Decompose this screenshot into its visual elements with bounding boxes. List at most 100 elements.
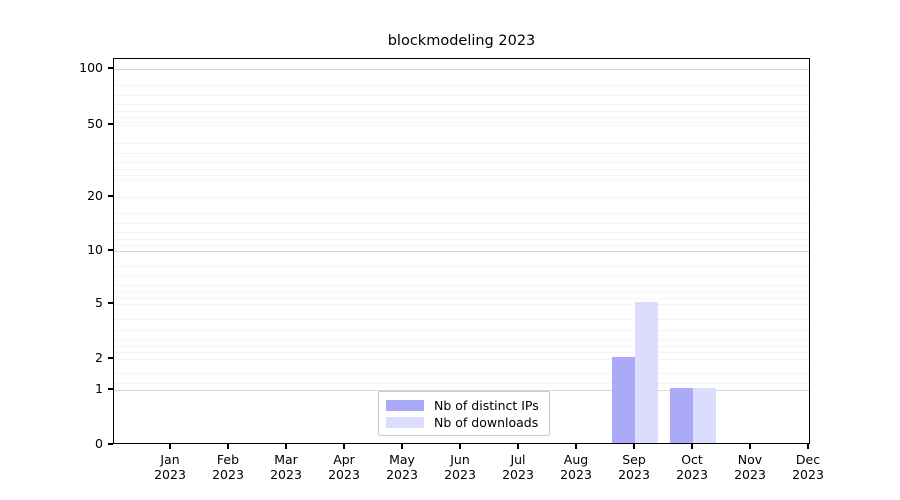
x-tick-label-month: Nov [737,452,763,467]
x-tick-label-month: Mar [274,452,298,467]
gridline-minor [114,117,809,118]
y-tick-label-50: 50 [87,116,103,131]
x-tick-label-may: May 2023 [367,452,437,482]
x-tick-label-year: 2023 [792,467,824,482]
bar-sep-2023-downloads [635,302,658,443]
y-tick-mark-20 [108,195,113,197]
y-tick-label-0: 0 [95,436,103,451]
x-tick-label-year: 2023 [270,467,302,482]
gridlines [114,59,809,443]
x-tick-label-feb: Feb 2023 [193,452,263,482]
x-tick-label-year: 2023 [560,467,592,482]
x-tick-label-year: 2023 [154,467,186,482]
legend-item-downloads: Nb of downloads [386,414,542,431]
x-tick-mark-aug [575,444,577,449]
x-tick-label-dec: Dec 2023 [773,452,843,482]
x-tick-label-year: 2023 [386,467,418,482]
gridline-minor [114,169,809,170]
bar-sep-2023-ips [612,357,635,443]
y-tick-label-10: 10 [87,242,103,257]
x-tick-label-jan: Jan 2023 [135,452,205,482]
x-tick-label-aug: Aug 2023 [541,452,611,482]
x-tick-mark-mar [285,444,287,449]
x-tick-label-year: 2023 [734,467,766,482]
plot-area [113,58,810,444]
x-tick-label-month: Aug [563,452,589,467]
legend-item-ips: Nb of distinct IPs [386,397,542,414]
gridline-minor [114,175,809,176]
bar-oct-2023-ips [670,388,693,443]
x-tick-mark-nov [749,444,751,449]
gridline-2 [114,359,809,360]
x-tick-mark-jun [459,444,461,449]
x-tick-mark-may [401,444,403,449]
x-tick-label-month: Apr [333,452,355,467]
x-tick-label-jun: Jun 2023 [425,452,495,482]
gridline-minor [114,239,809,240]
y-tick-mark-100 [108,67,113,69]
x-tick-label-year: 2023 [618,467,650,482]
x-tick-mark-jul [517,444,519,449]
x-tick-label-month: May [389,452,415,467]
gridline-minor [114,162,809,163]
y-tick-label-5: 5 [95,295,103,310]
x-tick-mark-dec [807,444,809,449]
y-tick-label-100: 100 [79,60,103,75]
x-tick-label-year: 2023 [502,467,534,482]
y-tick-mark-2 [108,357,113,359]
x-tick-label-month: Sep [622,452,646,467]
y-tick-label-20: 20 [87,188,103,203]
x-tick-label-month: Jan [160,452,180,467]
x-tick-label-month: Jul [510,452,526,467]
gridline-minor [114,346,809,347]
x-tick-label-mar: Mar 2023 [251,452,321,482]
gridline-10 [114,251,809,252]
y-tick-mark-50 [108,123,113,125]
gridline-minor [114,95,809,96]
gridline-minor [114,276,809,277]
x-tick-mark-apr [343,444,345,449]
gridline-1 [114,390,809,391]
y-tick-label-1: 1 [95,381,103,396]
x-tick-label-jul: Jul 2023 [483,452,553,482]
x-tick-mark-oct [691,444,693,449]
gridline-50 [114,125,809,126]
y-tick-mark-10 [108,249,113,251]
x-tick-label-oct: Oct 2023 [657,452,727,482]
x-tick-label-sep: Sep 2023 [599,452,669,482]
legend-label-downloads: Nb of downloads [434,415,539,430]
gridline-minor [114,298,809,299]
gridline-minor [114,143,809,144]
gridline-minor [114,153,809,154]
bar-oct-2023-downloads [693,388,716,443]
gridline-minor [114,111,809,112]
x-tick-label-month: Dec [795,452,821,467]
x-tick-label-apr: Apr 2023 [309,452,379,482]
x-tick-label-year: 2023 [328,467,360,482]
gridline-minor [114,213,809,214]
gridline-5 [114,304,809,305]
x-tick-label-month: Jun [450,452,470,467]
gridline-minor [114,330,809,331]
chart-title: blockmodeling 2023 [387,33,536,49]
x-tick-mark-feb [227,444,229,449]
gridline-minor [114,292,809,293]
gridline-minor [114,352,809,353]
x-tick-label-year: 2023 [444,467,476,482]
x-tick-mark-jan [169,444,171,449]
gridline-minor [114,122,809,123]
x-tick-label-year: 2023 [676,467,708,482]
gridline-minor [114,339,809,340]
gridline-minor [114,383,809,384]
x-tick-label-month: Oct [681,452,703,467]
x-tick-label-month: Feb [216,452,240,467]
gridline-minor [114,373,809,374]
y-tick-label-2: 2 [95,350,103,365]
gridline-20 [114,197,809,198]
gridline-100 [114,69,809,70]
y-tick-mark-5 [108,302,113,304]
gridline-minor [114,245,809,246]
bars-layer [114,59,809,443]
legend-label-ips: Nb of distinct IPs [434,398,539,413]
gridline-minor [114,180,809,181]
